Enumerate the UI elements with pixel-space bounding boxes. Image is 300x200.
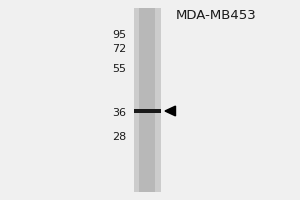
- Text: 28: 28: [112, 132, 126, 142]
- Bar: [139, 8, 155, 192]
- Text: 72: 72: [112, 44, 126, 54]
- Text: 55: 55: [112, 64, 126, 74]
- Polygon shape: [165, 106, 175, 116]
- Text: MDA-MB453: MDA-MB453: [176, 9, 256, 22]
- Text: 36: 36: [112, 108, 126, 118]
- Bar: [134, 109, 160, 113]
- Bar: [134, 8, 160, 192]
- Text: 95: 95: [112, 30, 126, 40]
